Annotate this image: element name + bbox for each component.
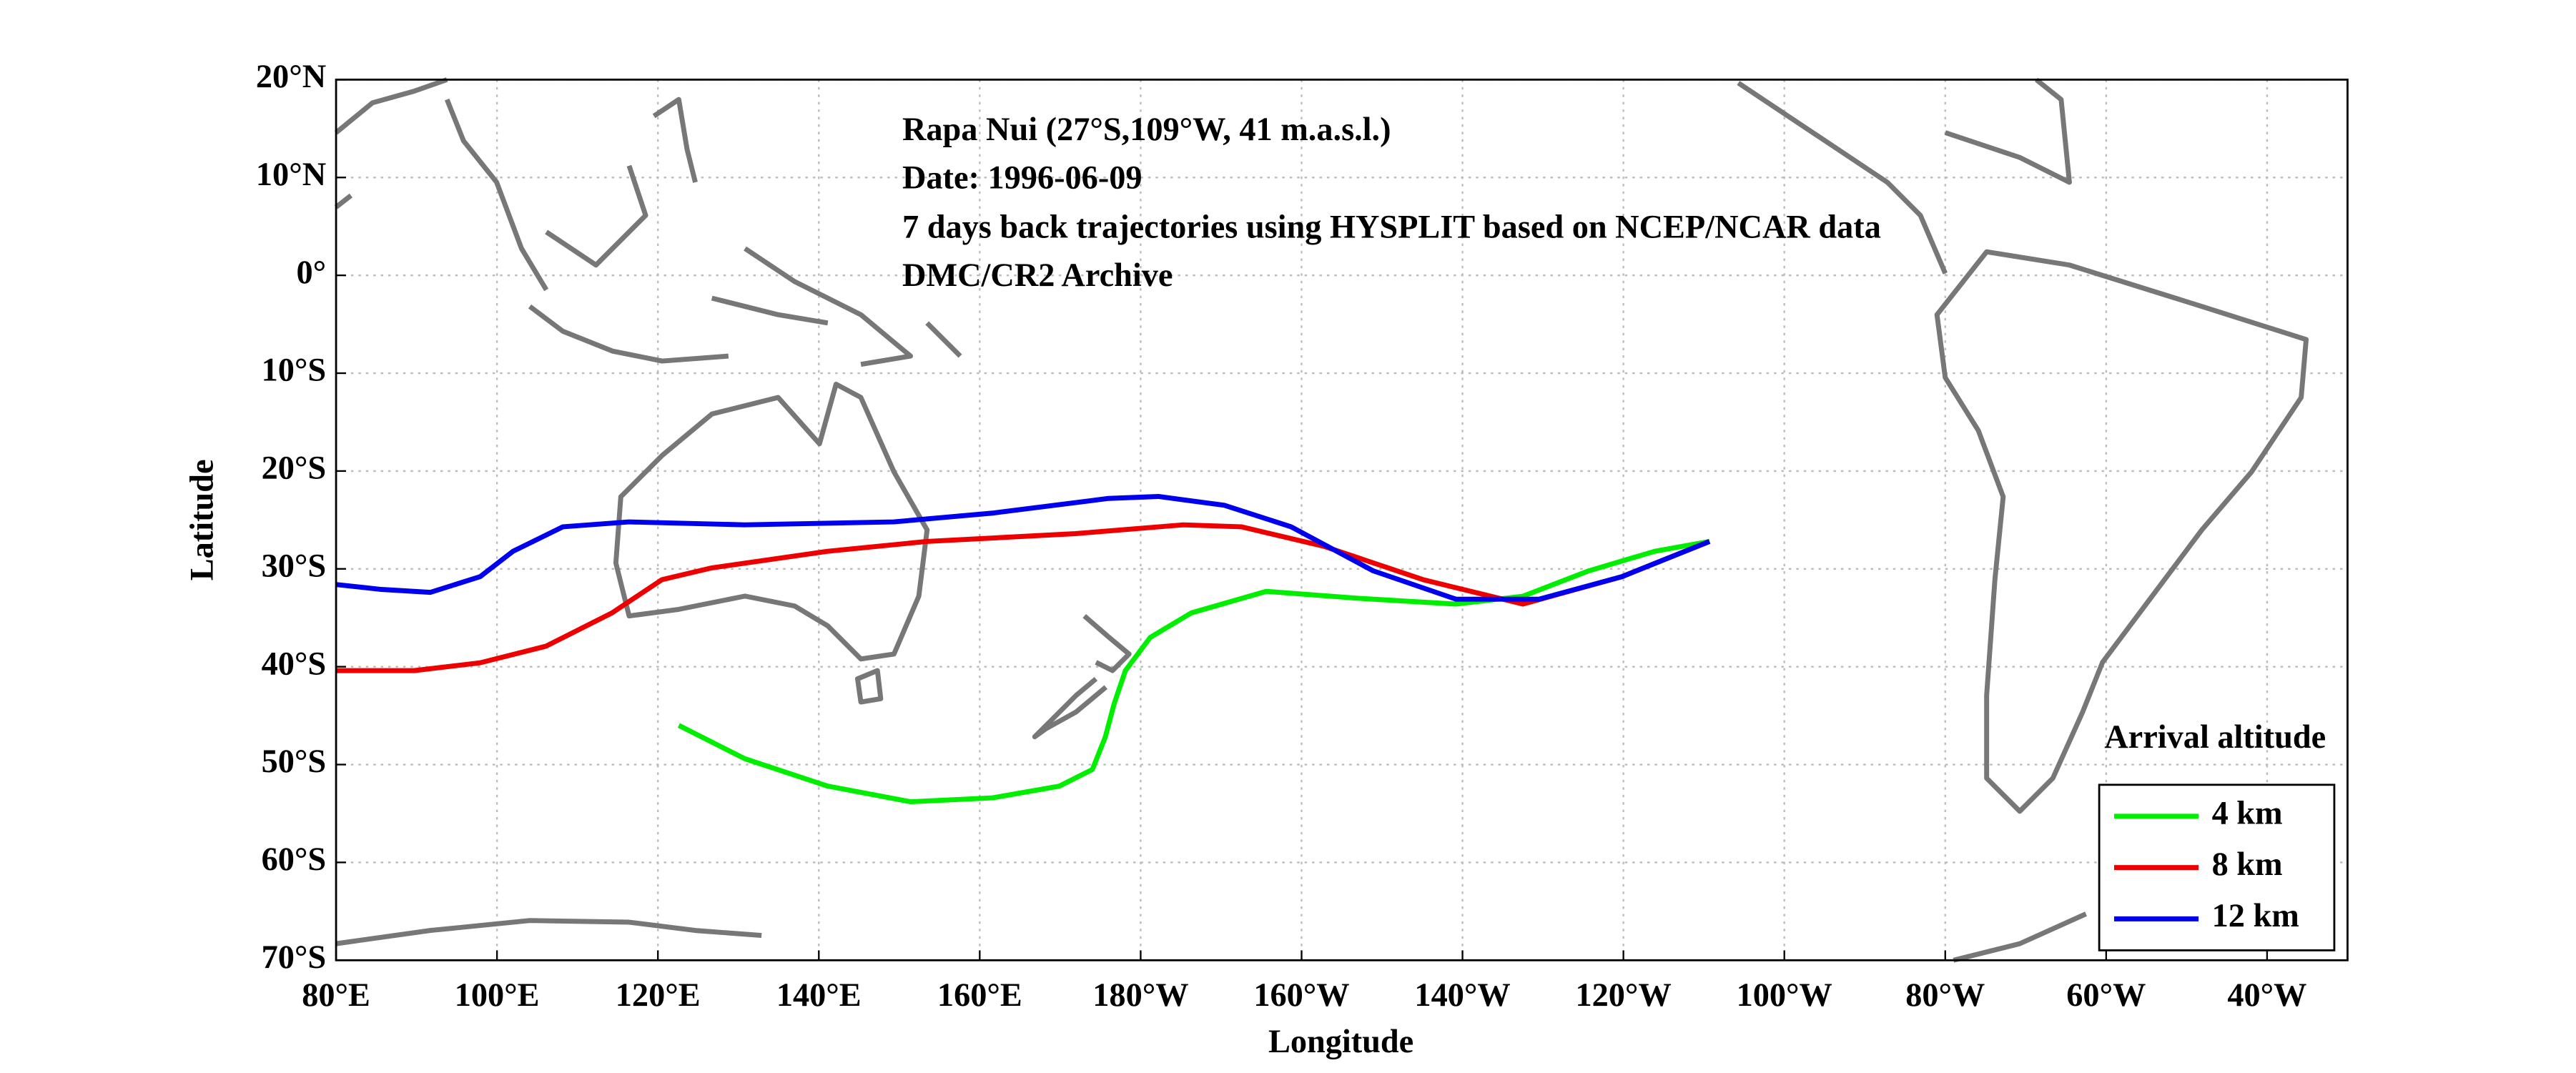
x-tick-label: 120°W	[1575, 977, 1671, 1014]
legend-box	[2098, 783, 2336, 951]
y-tick-label: 10°N	[256, 157, 326, 193]
y-tick-label: 30°S	[262, 548, 327, 584]
legend-label: 4 km	[2212, 795, 2283, 831]
x-tick-label: 40°W	[2227, 977, 2306, 1014]
x-tick-label: 100°E	[455, 977, 540, 1014]
y-tick-label: 20°S	[262, 450, 327, 487]
trajectory-line	[336, 522, 1711, 673]
y-tick-label: 40°S	[262, 646, 327, 682]
legend-title: Arrival altitude	[2104, 719, 2326, 756]
x-axis-label: Longitude	[1268, 1024, 1413, 1060]
annotation: DMC/CR2 Archive	[902, 257, 1173, 294]
trajectory-line	[335, 494, 1711, 602]
coastlines	[334, 77, 2309, 963]
x-tick-label: 100°W	[1737, 977, 1832, 1014]
x-tick-label: 80°E	[302, 977, 370, 1014]
annotation: 7 days back trajectories using HYSPLIT b…	[902, 209, 1881, 246]
y-axis-label: Latitude	[184, 459, 221, 580]
legend: 4 km 8 km 12 km	[2098, 783, 2336, 951]
y-tick-label: 10°S	[262, 352, 327, 389]
x-tick-label: 160°E	[937, 977, 1022, 1014]
x-tick-label: 180°W	[1092, 977, 1188, 1014]
coastline-asia	[334, 77, 698, 292]
x-tick-label: 140°E	[776, 977, 862, 1014]
coastline-new-zealand	[1032, 614, 1132, 740]
legend-label: 8 km	[2212, 846, 2283, 883]
trajectory-line	[677, 539, 1710, 805]
y-tick-label: 20°N	[256, 59, 326, 95]
plot-frame	[335, 79, 2349, 961]
annotation: Date: 1996-06-09	[902, 159, 1143, 196]
y-tick-label: 50°S	[262, 743, 327, 780]
y-tick-label: 0°	[296, 254, 326, 291]
legend-label: 12 km	[2212, 898, 2299, 934]
coastline-australia	[613, 381, 930, 705]
coastline-indonesia	[528, 246, 962, 367]
x-tick-label: 140°W	[1414, 977, 1510, 1014]
coastline-americas	[1737, 77, 2309, 814]
annotation: Rapa Nui (27°S,109°W, 41 m.a.s.l.)	[902, 112, 1391, 148]
y-tick-label: 60°S	[262, 841, 327, 878]
x-tick-label: 120°E	[616, 977, 701, 1014]
x-tick-label: 80°W	[1905, 977, 1985, 1014]
x-tick-label: 160°W	[1253, 977, 1349, 1014]
coastline-antarctica	[335, 911, 2088, 963]
x-tick-label: 60°W	[2066, 977, 2146, 1014]
y-tick-label: 70°S	[262, 939, 327, 976]
